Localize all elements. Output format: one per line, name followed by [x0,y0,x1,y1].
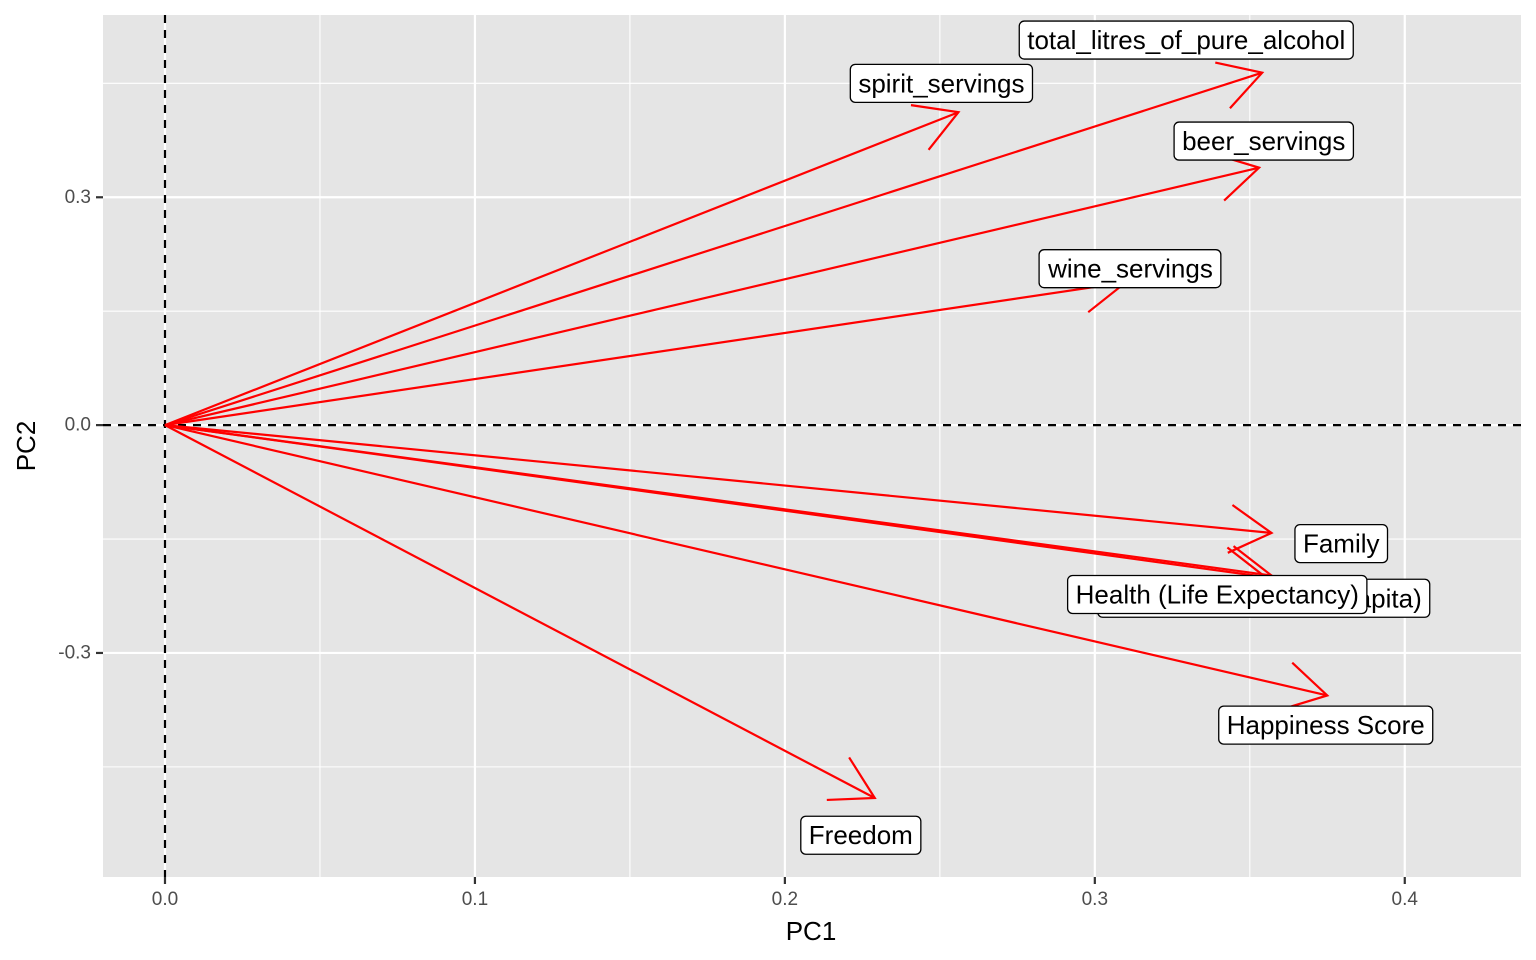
vector-family [164,424,1274,554]
vector-freedom [164,424,877,802]
label-text: Family [1303,529,1380,559]
label-beer-servings: beer_servings [1173,121,1355,161]
label-health-life-expectancy: Health (Life Expectancy) [1066,574,1368,615]
label-wine-servings: wine_servings [1038,249,1222,289]
label-total-litres-of-pure-alcohol: total_litres_of_pure_alcohol [1018,20,1354,60]
x-tick-label-2: 0.2 [772,889,798,910]
label-text: Happiness Score [1227,710,1425,740]
label-text: total_litres_of_pure_alcohol [1027,25,1345,55]
y-tick-label-0: -0.3 [58,642,91,663]
vector-shaft [164,281,1126,427]
vector-happiness-score [164,424,1330,711]
label-box [800,815,922,855]
x-tick-label-1: 0.1 [462,889,488,910]
label-box [1066,574,1368,615]
label-happiness-score: Happiness Score [1218,705,1434,745]
vector-arrowhead [826,756,877,802]
vector-arrowhead [1215,61,1265,110]
vector-labels: spirit_servingstotal_litres_of_pure_alco… [800,20,1434,855]
vector-shaft [164,166,1260,427]
label-text: wine_servings [1047,254,1213,284]
x-axis-ticks: 0.0 0.1 0.2 0.3 0.4 [152,877,1419,910]
vector-shaft [164,424,876,799]
label-freedom: Freedom [800,815,922,855]
vector-shaft [164,424,1328,697]
label-box [1218,705,1434,745]
label-box [849,63,1034,104]
label-box [1173,121,1355,161]
label-text: Health (Life Expectancy) [1076,579,1359,609]
vector-spirit-servings [164,104,961,427]
y-axis-title: PC2 [11,421,41,472]
x-tick-label-4: 0.4 [1392,889,1419,910]
label-box [1038,249,1222,289]
vector-shaft [164,111,959,427]
label-box [1294,523,1389,564]
y-tick-label-2: 0.3 [65,187,91,208]
vector-shaft [164,424,1272,535]
label-family: Family [1294,523,1389,564]
y-tick-label-1: 0.0 [65,415,91,436]
x-tick-label-3: 0.3 [1082,889,1108,910]
vector-shaft [164,71,1263,427]
vector-arrowhead [1281,661,1330,711]
vector-arrowhead [910,104,961,151]
vector-arrowhead [1227,504,1274,554]
label-text: beer_servings [1182,126,1345,156]
reference-lines [103,15,1521,877]
label-spirit-servings: spirit_servings [849,63,1034,104]
label-text: spirit_servings [858,68,1024,98]
x-tick-label-0: 0.0 [152,889,178,910]
vector-total-litres-of-pure-alcohol [164,61,1265,427]
loading-vectors [164,61,1330,802]
label-box [1018,20,1354,60]
y-axis-ticks: -0.3 0.0 0.3 [58,187,103,663]
vector-shaft [164,424,1266,579]
label-text: Freedom [809,820,913,850]
x-axis-title: PC1 [786,916,837,946]
